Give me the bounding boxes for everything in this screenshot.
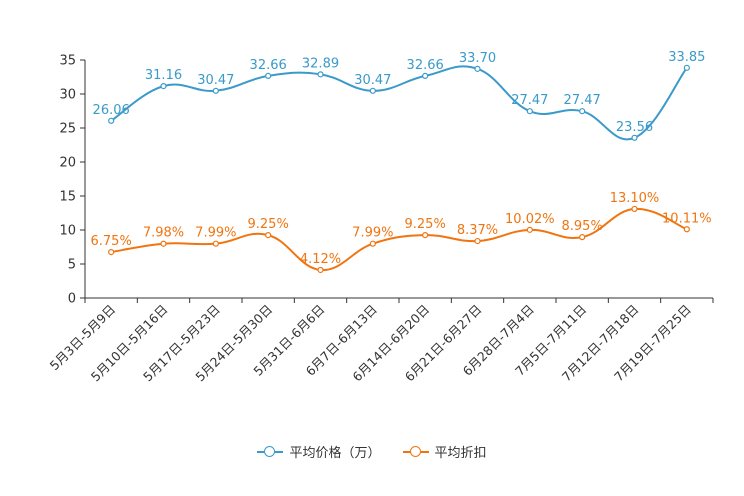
data-label-price: 23.56 [616, 120, 653, 135]
data-point-price [631, 134, 638, 141]
legend: 平均价格（万） 平均折扣 [0, 442, 744, 461]
legend-marker-price [257, 445, 284, 458]
data-label-discount: 8.37% [457, 223, 498, 238]
data-point-discount [579, 234, 586, 241]
data-label-price: 33.85 [668, 50, 705, 65]
data-point-price [474, 65, 481, 72]
data-label-price: 26.06 [93, 103, 130, 118]
data-label-price: 27.47 [564, 93, 601, 108]
data-label-discount: 10.11% [662, 211, 712, 226]
data-point-price [160, 83, 167, 90]
data-label-discount: 13.10% [610, 191, 660, 206]
data-point-discount [683, 226, 690, 233]
data-point-discount [631, 205, 638, 213]
data-point-price [212, 87, 219, 94]
data-label-price: 33.70 [459, 51, 496, 66]
data-label-price: 30.47 [354, 73, 391, 88]
data-label-discount: 10.02% [505, 212, 555, 227]
legend-item-price[interactable]: 平均价格（万） [257, 442, 381, 461]
data-label-discount: 8.95% [562, 219, 603, 234]
legend-marker-discount [402, 445, 429, 458]
line-chart: 051015202530355月3日-5月9日5月10日-5月16日5月17日-… [47, 50, 714, 384]
legend-item-discount[interactable]: 平均折扣 [402, 442, 487, 461]
data-point-discount [212, 240, 219, 247]
legend-dot-price-icon [264, 445, 276, 457]
y-tick-label: 35 [59, 54, 76, 69]
y-tick-label: 30 [59, 88, 76, 103]
y-tick-label: 15 [59, 190, 76, 205]
data-label-discount: 7.99% [352, 226, 393, 241]
data-label-discount: 7.99% [195, 226, 236, 241]
series-line-price [110, 65, 688, 141]
data-point-price [369, 87, 376, 94]
data-point-discount [160, 240, 167, 247]
data-point-discount [474, 237, 481, 245]
y-tick-label: 25 [59, 122, 76, 137]
data-point-discount [317, 266, 324, 274]
data-point-price [422, 72, 429, 80]
data-label-price: 32.89 [302, 56, 339, 71]
y-tick-label: 10 [59, 224, 76, 239]
data-label-price: 32.66 [250, 58, 287, 73]
data-point-price [579, 108, 586, 115]
data-label-discount: 9.25% [405, 217, 446, 232]
data-point-discount [422, 232, 429, 239]
y-tick-label: 5 [68, 258, 76, 273]
data-label-price: 27.47 [511, 93, 548, 108]
data-label-price: 31.16 [145, 68, 182, 83]
y-tick-label: 20 [59, 156, 76, 171]
data-point-price [683, 64, 690, 71]
data-point-discount [526, 226, 533, 233]
data-label-discount: 7.98% [143, 226, 184, 241]
legend-label-price: 平均价格（万） [289, 446, 381, 461]
data-point-price [265, 72, 272, 80]
data-label-discount: 9.25% [248, 217, 289, 232]
data-label-price: 32.66 [407, 58, 444, 73]
data-label-discount: 4.12% [300, 252, 341, 267]
data-point-price [108, 117, 115, 124]
data-label-price: 30.47 [197, 73, 234, 88]
data-point-price [526, 108, 533, 115]
data-point-discount [108, 249, 115, 256]
data-point-price [317, 71, 324, 78]
legend-label-discount: 平均折扣 [434, 446, 487, 461]
y-tick-label: 0 [68, 292, 76, 307]
data-point-discount [369, 240, 376, 247]
data-label-discount: 6.75% [91, 234, 132, 249]
data-point-discount [265, 232, 272, 239]
legend-dot-discount-icon [409, 445, 421, 457]
